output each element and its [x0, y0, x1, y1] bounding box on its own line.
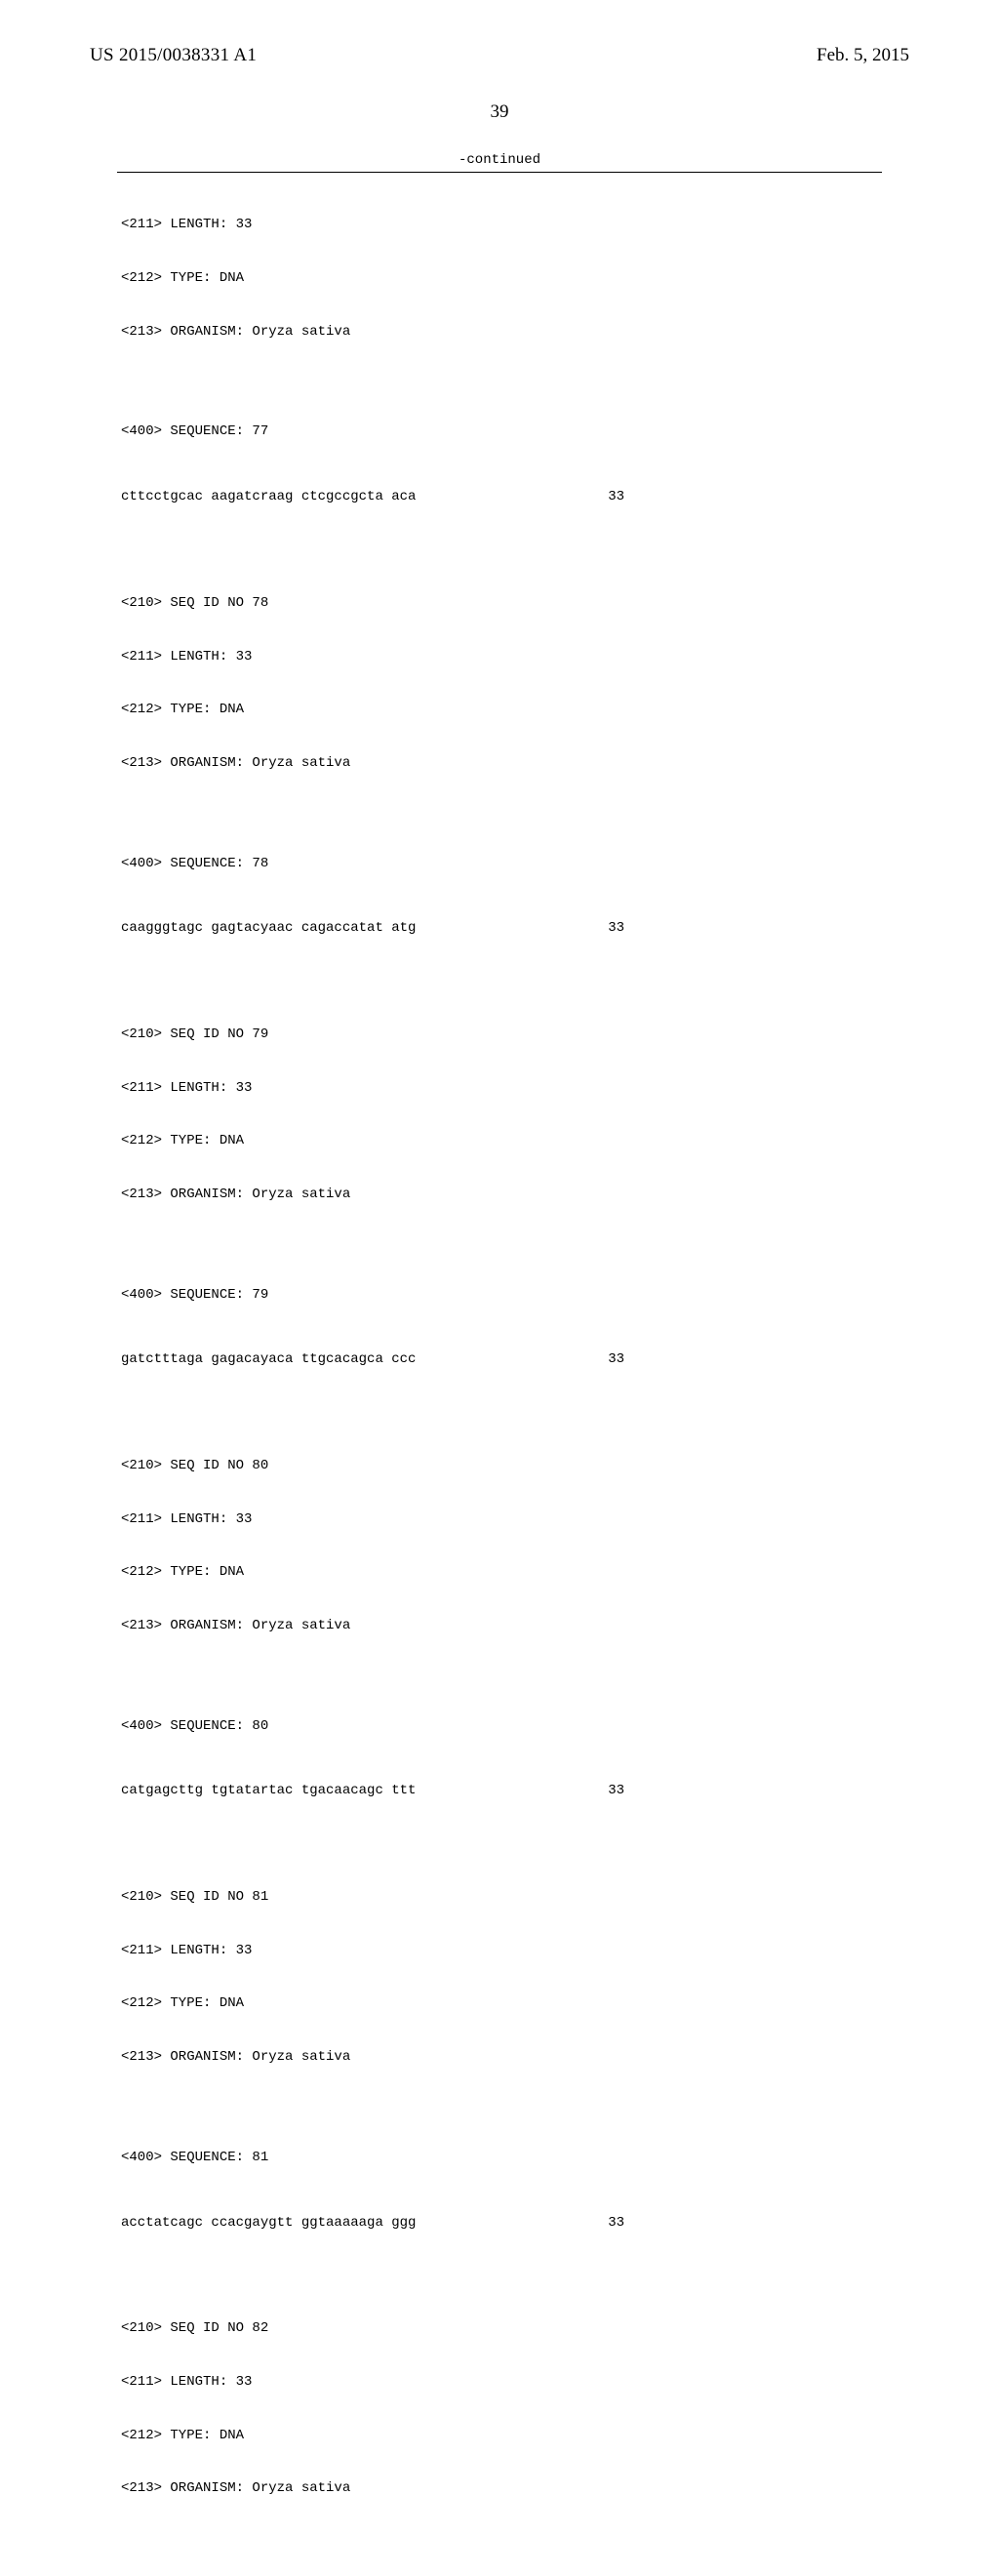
publication-date: Feb. 5, 2015 — [817, 45, 909, 66]
seq-entry: <210> SEQ ID NO 79 <211> LENGTH: 33 <212… — [90, 990, 909, 1406]
organism-line: <213> ORGANISM: Oryza sativa — [121, 323, 878, 341]
top-rule — [117, 172, 882, 173]
length-line: <211> LENGTH: 33 — [121, 648, 878, 665]
type-line: <212> TYPE: DNA — [121, 701, 878, 718]
seq-entry: <210> SEQ ID NO 80 <211> LENGTH: 33 <212… — [90, 1422, 909, 1837]
sequence-length: 33 — [608, 1350, 624, 1368]
length-line: <211> LENGTH: 33 — [121, 1079, 878, 1097]
sequence-line: gatctttaga gagacayaca ttgcacagca ccc 33 — [121, 1350, 878, 1368]
organism-line: <213> ORGANISM: Oryza sativa — [121, 2048, 878, 2066]
organism-line: <213> ORGANISM: Oryza sativa — [121, 1186, 878, 1203]
organism-line: <213> ORGANISM: Oryza sativa — [121, 1617, 878, 1634]
type-line: <212> TYPE: DNA — [121, 2427, 878, 2444]
sequence-header: <400> SEQUENCE: 78 — [121, 855, 878, 872]
seq-entry: <210> SEQ ID NO 81 <211> LENGTH: 33 <212… — [90, 1853, 909, 2269]
seq-entry: <210> SEQ ID NO 82 <211> LENGTH: 33 <212… — [90, 2284, 909, 2576]
seq-id-line: <210> SEQ ID NO 79 — [121, 1026, 878, 1043]
seq-entry: <210> SEQ ID NO 78 <211> LENGTH: 33 <212… — [90, 559, 909, 975]
organism-line: <213> ORGANISM: Oryza sativa — [121, 2479, 878, 2497]
seq-id-line: <210> SEQ ID NO 81 — [121, 1888, 878, 1906]
type-line: <212> TYPE: DNA — [121, 269, 878, 287]
page-container: US 2015/0038331 A1 Feb. 5, 2015 39 -cont… — [0, 0, 999, 1288]
sequence-line: cttcctgcac aagatcraag ctcgccgcta aca 33 — [121, 488, 878, 505]
publication-number: US 2015/0038331 A1 — [90, 45, 257, 66]
length-line: <211> LENGTH: 33 — [121, 2373, 878, 2391]
sequence-text: gatctttaga gagacayaca ttgcacagca ccc — [121, 1350, 416, 1368]
sequence-length: 33 — [608, 2214, 624, 2232]
sequence-text: cttcctgcac aagatcraag ctcgccgcta aca — [121, 488, 416, 505]
sequence-header: <400> SEQUENCE: 79 — [121, 1286, 878, 1304]
sequence-text: acctatcagc ccacgaygtt ggtaaaaaga ggg — [121, 2214, 416, 2232]
length-line: <211> LENGTH: 33 — [121, 1510, 878, 1528]
sequence-text: catgagcttg tgtatartac tgacaacagc ttt — [121, 1782, 416, 1799]
type-line: <212> TYPE: DNA — [121, 1563, 878, 1581]
continued-label: -continued — [90, 152, 909, 168]
length-line: <211> LENGTH: 33 — [121, 216, 878, 233]
length-line: <211> LENGTH: 33 — [121, 1942, 878, 1959]
type-line: <212> TYPE: DNA — [121, 1132, 878, 1149]
sequence-header: <400> SEQUENCE: 81 — [121, 2149, 878, 2166]
seq-id-line: <210> SEQ ID NO 78 — [121, 594, 878, 612]
sequence-header: <400> SEQUENCE: 80 — [121, 1717, 878, 1735]
sequence-line: caagggtagc gagtacyaac cagaccatat atg 33 — [121, 919, 878, 937]
sequence-line: acctatcagc ccacgaygtt ggtaaaaaga ggg 33 — [121, 2214, 878, 2232]
seq-entry: <211> LENGTH: 33 <212> TYPE: DNA <213> O… — [90, 181, 909, 543]
seq-id-line: <210> SEQ ID NO 82 — [121, 2319, 878, 2337]
type-line: <212> TYPE: DNA — [121, 1994, 878, 2012]
sequence-header: <400> SEQUENCE: 77 — [121, 423, 878, 440]
page-number: 39 — [90, 101, 909, 123]
sequence-length: 33 — [608, 488, 624, 505]
page-header: US 2015/0038331 A1 Feb. 5, 2015 — [90, 45, 909, 66]
seq-id-line: <210> SEQ ID NO 80 — [121, 1457, 878, 1474]
organism-line: <213> ORGANISM: Oryza sativa — [121, 754, 878, 772]
sequence-line: catgagcttg tgtatartac tgacaacagc ttt 33 — [121, 1782, 878, 1799]
sequence-length: 33 — [608, 919, 624, 937]
sequence-length: 33 — [608, 1782, 624, 1799]
sequence-text: caagggtagc gagtacyaac cagaccatat atg — [121, 919, 416, 937]
